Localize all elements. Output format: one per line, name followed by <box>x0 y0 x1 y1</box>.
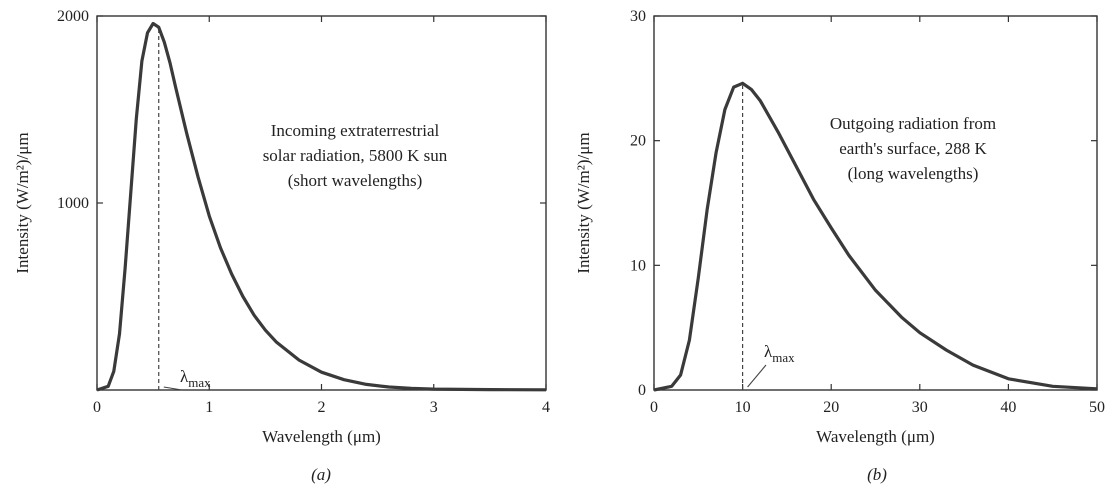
chart-panel-a: 0 1 2 3 4 1000 2000 Wavelength (μm) Intensity (W… <box>13 8 550 484</box>
panel-caption: (b) <box>867 465 887 484</box>
annotation-line: solar radiation, 5800 K sun <box>263 146 448 165</box>
y-tick-label: 2000 <box>57 8 89 25</box>
y-axis-label: Intensity (W/m²)/μm <box>574 132 593 273</box>
annotation-line: Outgoing radiation from <box>830 114 996 133</box>
lambda-max-pointer <box>163 386 183 391</box>
x-tick-label: 40 <box>1000 399 1016 416</box>
y-tick-label: 30 <box>630 8 646 25</box>
radiation-curve <box>96 21 547 392</box>
panel-caption: (a) <box>311 465 331 484</box>
x-tick-label: 3 <box>430 399 438 416</box>
x-tick-label: 20 <box>823 399 839 416</box>
y-tick-label: 1000 <box>57 195 89 212</box>
x-tick-label: 50 <box>1089 399 1105 416</box>
x-tick-label: 4 <box>542 399 550 416</box>
annotation-line: (long wavelengths) <box>848 164 979 183</box>
x-tick-label: 30 <box>912 399 928 416</box>
x-tick-label: 0 <box>93 399 101 416</box>
x-tick-label: 0 <box>650 399 658 416</box>
x-tick-label: 10 <box>735 399 751 416</box>
y-tick-label: 0 <box>638 382 646 399</box>
x-tick-label: 2 <box>318 399 326 416</box>
lambda-max-label: λmax <box>180 367 211 390</box>
y-axis-label: Intensity (W/m²)/μm <box>13 132 32 273</box>
annotation-line: earth's surface, 288 K <box>839 139 987 158</box>
x-axis-label: Wavelength (μm) <box>816 427 935 446</box>
lambda-max-label: λmax <box>764 342 795 365</box>
annotation-line: Incoming extraterrestrial <box>271 121 440 140</box>
radiation-curve <box>653 81 1098 392</box>
y-tick-label: 20 <box>630 133 646 150</box>
x-axis-label: Wavelength (μm) <box>262 427 381 446</box>
annotation-line: (short wavelengths) <box>288 171 423 190</box>
plot-frame <box>96 15 547 391</box>
chart-panel-b: 0 10 20 30 40 50 0 10 20 30 Wavelength (μm) Intensi… <box>574 8 1105 484</box>
plot-frame <box>653 15 1098 391</box>
lambda-max-pointer <box>747 364 767 388</box>
y-tick-label: 10 <box>630 257 646 274</box>
x-tick-label: 1 <box>205 399 213 416</box>
